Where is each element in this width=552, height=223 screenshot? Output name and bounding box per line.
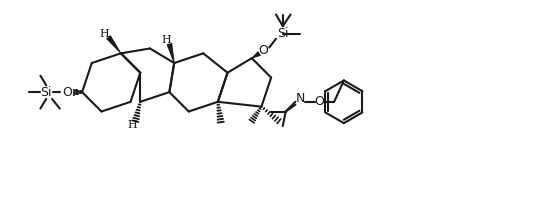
Polygon shape — [106, 35, 121, 54]
Text: O: O — [258, 44, 268, 57]
Text: H: H — [128, 120, 137, 130]
Text: O: O — [62, 86, 72, 99]
Text: O: O — [315, 95, 325, 108]
Text: N: N — [295, 92, 305, 105]
Text: Si: Si — [40, 86, 52, 99]
Polygon shape — [252, 51, 261, 59]
Text: Si: Si — [277, 27, 289, 40]
Polygon shape — [167, 43, 174, 63]
Text: H: H — [99, 29, 109, 39]
Text: H: H — [162, 35, 171, 45]
